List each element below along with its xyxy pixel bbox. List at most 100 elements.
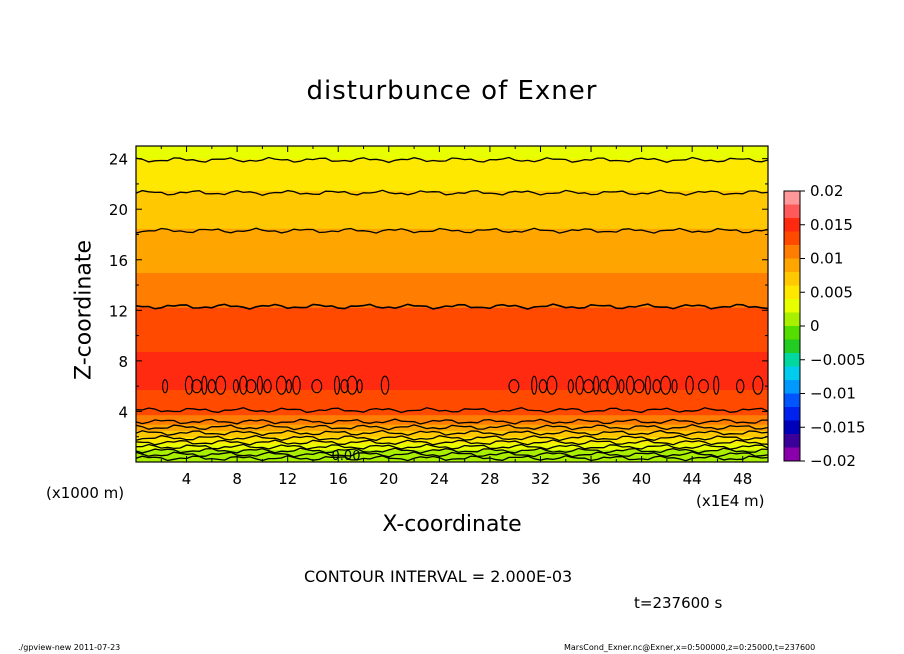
contour-line (136, 434, 768, 442)
field-band (136, 310, 768, 315)
field-band (136, 149, 768, 153)
colorbar-tick-label: 0.01 (810, 250, 843, 268)
contour-cell (660, 375, 672, 395)
field-band (136, 243, 768, 248)
field-band (136, 420, 768, 425)
x-tick-label: 24 (430, 470, 449, 488)
field-band (136, 221, 768, 226)
colorbar-swatch (784, 434, 800, 448)
contour-cell (263, 379, 272, 394)
field-band (136, 367, 768, 371)
colorbar-swatch (784, 393, 800, 408)
contour-line (136, 439, 768, 446)
plot-frame (135, 145, 769, 463)
colorbar-swatch (784, 204, 800, 219)
x-tick-label: 20 (379, 470, 398, 488)
contour-cell (713, 375, 720, 395)
contour-line (136, 227, 768, 234)
field-band (136, 360, 768, 365)
contour-cell (531, 375, 538, 395)
contour-cell (285, 379, 292, 394)
field-band (136, 250, 768, 255)
field-band (136, 193, 768, 198)
field-band (136, 455, 768, 460)
contour-line (136, 303, 768, 310)
contour-cell (618, 379, 625, 394)
field-band (136, 351, 768, 356)
contour-line (136, 443, 768, 450)
field-band (136, 209, 768, 213)
field-band (136, 345, 768, 349)
field-band (136, 433, 768, 438)
colorbar-tick-label: 0 (810, 317, 820, 335)
x-unit-label: (x1000 m) (46, 484, 125, 502)
contour-line (136, 429, 768, 437)
field-band (136, 180, 768, 185)
field-band (136, 430, 768, 435)
contour-line (136, 189, 768, 196)
contour-cell (239, 375, 248, 395)
field-band (136, 395, 768, 400)
field-band (136, 225, 768, 229)
field-band (136, 190, 768, 194)
field-band (136, 427, 768, 431)
chart-title: disturbunce of Exner (306, 76, 598, 106)
field-band (136, 458, 768, 462)
contour-interval-text: CONTOUR INTERVAL = 2.000E-03 (304, 567, 573, 586)
field-band (136, 373, 768, 378)
field-band (136, 206, 768, 210)
field-band (136, 259, 768, 264)
colorbar-swatch (784, 218, 800, 232)
y-tick-label: 12 (109, 302, 128, 320)
field-band (136, 183, 768, 188)
contour-line (136, 451, 768, 458)
field-band (136, 439, 768, 444)
colorbar-tick-label: 0.02 (810, 182, 843, 200)
contour-line (136, 455, 768, 462)
field-band (136, 398, 768, 403)
colorbar-swatch (784, 447, 800, 462)
field-band (136, 228, 768, 232)
colorbar-tick-label: −0.01 (810, 385, 856, 403)
field-band (136, 237, 768, 242)
x-tick-label: 32 (531, 470, 550, 488)
y-tick-label: 4 (118, 403, 128, 421)
contour-line (136, 407, 768, 414)
field-band (136, 215, 768, 220)
colorbar-swatch (784, 285, 800, 300)
field-band (136, 449, 768, 454)
colorbar-swatch (784, 272, 800, 286)
y-tick-label: 16 (109, 252, 128, 270)
contour-cell (184, 375, 194, 395)
field-band (136, 234, 768, 239)
colorbar-swatch (784, 326, 800, 340)
field-band (136, 275, 768, 280)
field-band (136, 376, 768, 381)
colorbar-tick-label: −0.005 (810, 351, 866, 369)
contour-cell (644, 375, 651, 395)
colorbar-swatch (784, 339, 800, 354)
colorbar-swatch (784, 366, 800, 381)
field-band (136, 269, 768, 273)
field-band (136, 414, 768, 419)
field-band (136, 187, 768, 191)
contour-cell (256, 375, 263, 395)
contour-line (136, 447, 768, 454)
field-band (136, 253, 768, 258)
x-tick-label: 4 (182, 470, 192, 488)
field-band (136, 370, 768, 375)
x-tick-label: 16 (329, 470, 348, 488)
field-band (136, 281, 768, 286)
colorbar-swatch (784, 245, 800, 259)
x-axis-label: X-coordinate (382, 512, 522, 537)
field-band (136, 291, 768, 296)
field-band (136, 196, 768, 201)
x-tick-label: 48 (733, 470, 752, 488)
colorbar-swatch (784, 191, 800, 205)
contour-cell (546, 375, 558, 395)
field-band (136, 417, 768, 422)
contour-cell (245, 379, 257, 394)
field-band (136, 332, 768, 337)
field-band (136, 316, 768, 321)
field-band (136, 408, 768, 413)
